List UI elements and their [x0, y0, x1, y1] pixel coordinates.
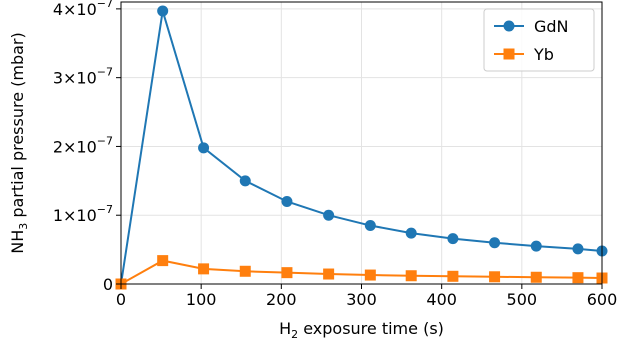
- data-point-yb: [572, 272, 584, 284]
- legend-entry-gdn: GdN: [494, 17, 569, 36]
- data-point-yb: [323, 268, 335, 280]
- legend-marker: [503, 20, 515, 32]
- y-axis-title: NH3 partial pressure (mbar): [8, 32, 30, 253]
- x-tick-label: 100: [186, 290, 217, 309]
- x-tick-label: 500: [507, 290, 538, 309]
- x-axis-title: H2 exposure time (s): [279, 319, 444, 341]
- axis-ticks: 0 100 200 300 400 500 600 0 1×10−7 2×10−7 3×10−7 4×…: [53, 0, 617, 309]
- data-point-yb: [157, 255, 169, 267]
- data-point-gdn: [405, 227, 417, 239]
- series-yb: [115, 255, 608, 290]
- data-point-yb: [239, 265, 251, 277]
- x-tick-label: 600: [587, 290, 618, 309]
- legend-marker: [503, 48, 515, 60]
- data-point-yb: [489, 271, 501, 283]
- y-tick-label: 3×10−7: [53, 66, 113, 88]
- data-point-yb: [405, 270, 417, 282]
- data-point-gdn: [489, 237, 501, 249]
- data-point-gdn: [198, 142, 210, 154]
- data-point-gdn: [157, 5, 169, 17]
- data-point-gdn: [447, 233, 459, 245]
- data-point-gdn: [364, 220, 376, 232]
- legend-entry-yb: Yb: [494, 45, 554, 64]
- data-point-yb: [447, 270, 459, 282]
- x-tick-label: 300: [346, 290, 377, 309]
- data-point-yb: [364, 269, 376, 281]
- y-tick-label: 0: [103, 275, 113, 294]
- y-axis-title-sub: 3: [17, 223, 30, 230]
- data-point-yb: [198, 263, 210, 275]
- legend-label: Yb: [533, 45, 554, 64]
- y-tick-label: 1×10−7: [53, 203, 113, 225]
- x-tick-label: 200: [266, 290, 297, 309]
- data-point-gdn: [572, 243, 584, 255]
- x-tick-label: 0: [116, 290, 126, 309]
- y-tick-label: 4×10−7: [53, 0, 113, 19]
- data-point-gdn: [239, 175, 251, 187]
- y-tick-label: 2×10−7: [53, 134, 113, 156]
- y-axis-title-base: NH: [8, 230, 27, 254]
- series-layer: [115, 5, 608, 290]
- legend-label: GdN: [534, 17, 569, 36]
- x-axis-title-rest: exposure time (s): [298, 319, 444, 338]
- data-point-yb: [281, 267, 293, 279]
- data-point-gdn: [281, 195, 293, 207]
- x-axis-title-sub: 2: [291, 328, 298, 341]
- x-axis-title-base: H: [279, 319, 291, 338]
- data-point-yb: [530, 271, 542, 283]
- legend: GdN Yb: [483, 8, 595, 72]
- x-tick-label: 400: [426, 290, 457, 309]
- data-point-gdn: [530, 240, 542, 252]
- y-axis-title-rest: partial pressure (mbar): [8, 32, 27, 222]
- data-point-gdn: [323, 209, 335, 221]
